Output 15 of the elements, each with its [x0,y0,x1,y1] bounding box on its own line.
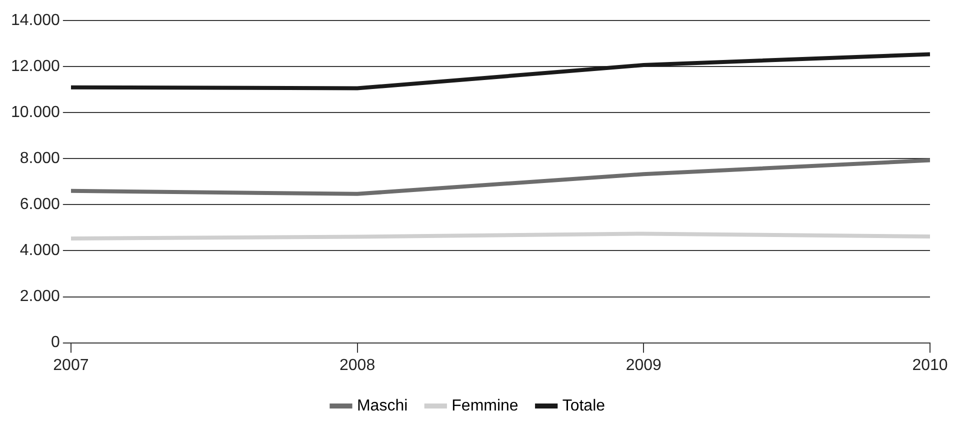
legend-label: Totale [562,397,606,414]
y-tick-label: 6.000 [20,196,60,214]
x-tick-label: 2009 [626,356,662,374]
y-tick-label: 12.000 [11,58,60,76]
legend-label: Maschi [356,397,408,414]
x-tick-label: 2008 [339,356,376,374]
y-tick-label: 14.000 [11,12,60,30]
legend-label: Femmine [452,397,518,414]
y-tick-label: 8.000 [20,150,60,168]
y-tick-label: 4.000 [20,242,60,260]
y-tick-label: 10.000 [11,104,60,122]
y-tick-label: 2.000 [20,288,60,306]
x-tick-label: 2007 [53,356,89,374]
x-tick-label: 2010 [912,356,948,374]
y-tick-label: 0 [51,334,60,352]
